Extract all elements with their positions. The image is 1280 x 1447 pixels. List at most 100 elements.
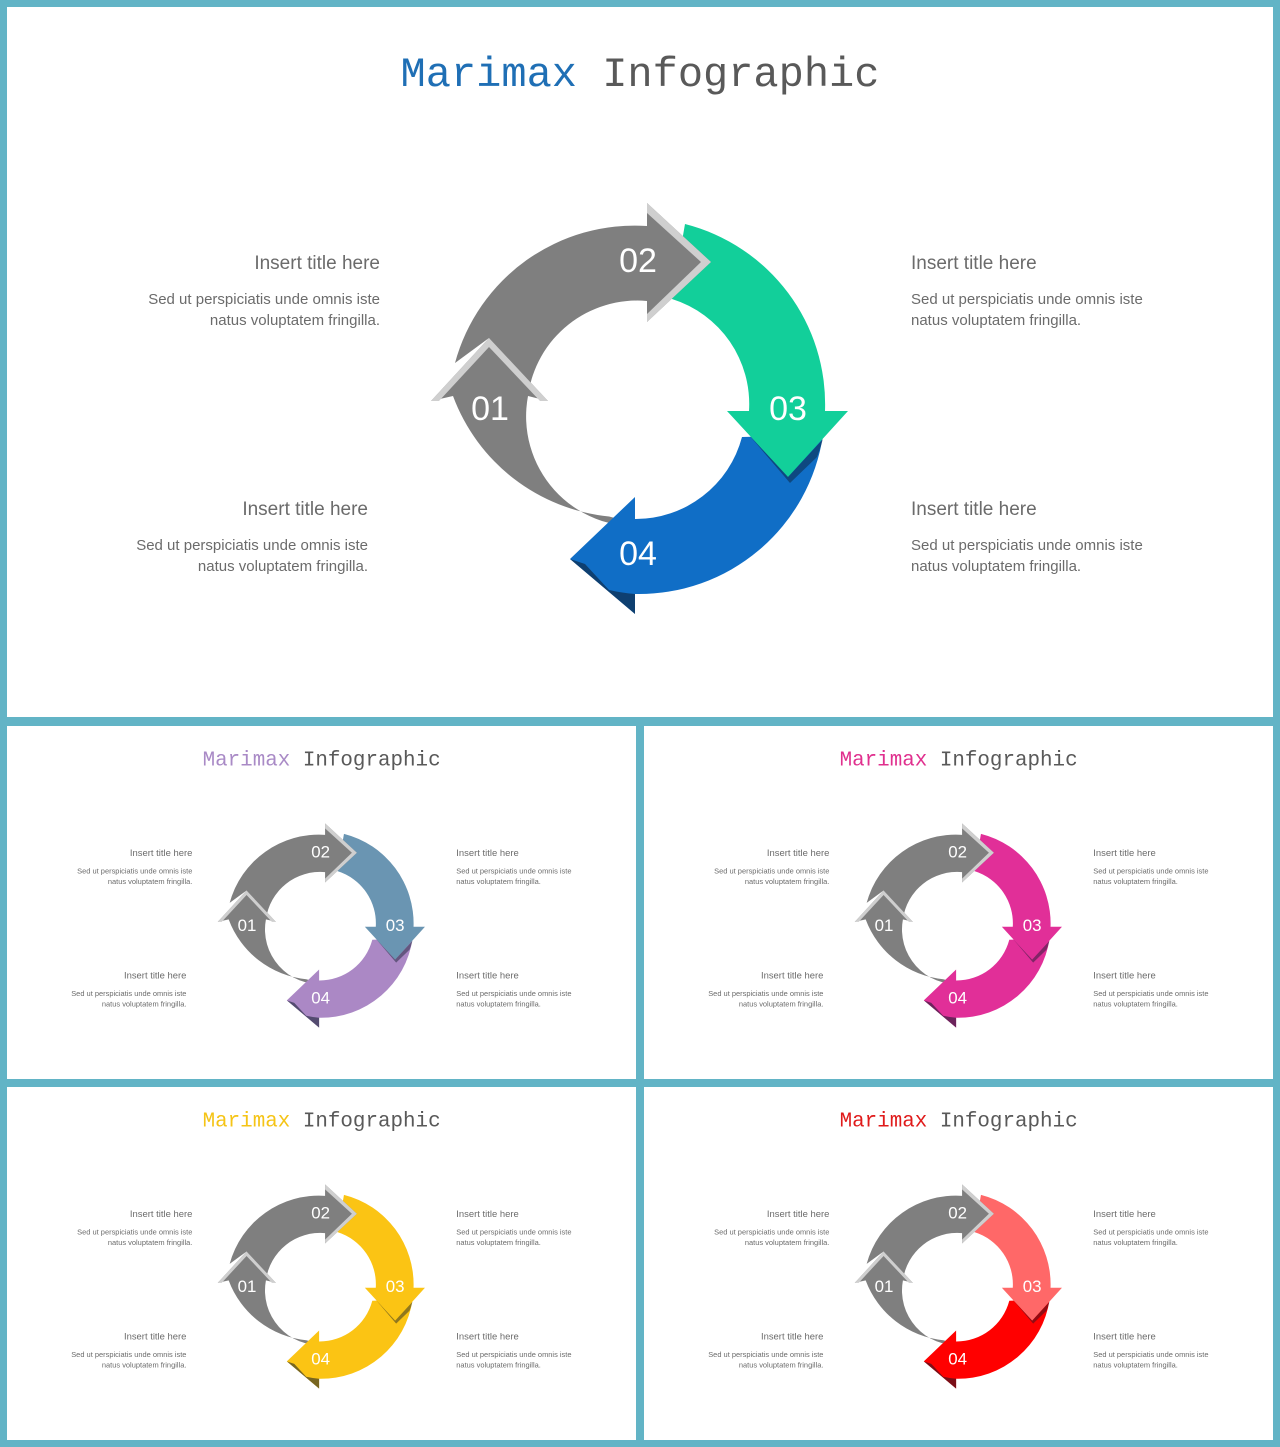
step-label-01: 01	[875, 1277, 894, 1296]
cycle-arrow-02-highlight	[325, 823, 357, 883]
cycle-arrow-01	[217, 890, 325, 985]
block-desc-line-2: natus voluptatem fringilla.	[197, 558, 368, 575]
cycle-arrow-02-highlight	[962, 823, 994, 883]
cycle-arrow-03-shadow	[1012, 1299, 1050, 1324]
block-title: Insert title here	[766, 848, 830, 859]
block-desc-line-2: natus voluptatem fringilla.	[101, 999, 187, 1009]
block-title: Insert title here	[456, 848, 519, 859]
text-block-bottom-left: Insert title here Sed ut perspiciatis un…	[68, 499, 368, 577]
step-label-02: 02	[619, 242, 657, 280]
block-title: Insert title here	[766, 1209, 830, 1220]
block-desc-line-1: Sed ut perspiciatis unde omnis iste	[708, 989, 824, 998]
text-block-bottom-right: Insert title here Sed ut perspiciatis un…	[456, 1332, 605, 1371]
step-label-02: 02	[948, 843, 967, 862]
text-block-bottom-left: Insert title here Sed ut perspiciatis un…	[674, 1332, 823, 1371]
slide-teal-blue: Marimax Infographic Insert title here Se…	[7, 7, 1273, 717]
slide-red: Marimax Infographic Insert title here Se…	[644, 1087, 1273, 1440]
step-label-04: 04	[619, 535, 657, 573]
block-desc-line-1: Sed ut perspiciatis unde omnis iste	[148, 291, 380, 308]
block-desc-line-2: natus voluptatem fringilla.	[1093, 877, 1178, 887]
block-title: Insert title here	[456, 1209, 519, 1220]
block-title: Insert title here	[911, 499, 1037, 520]
text-block-top-left: Insert title here Sed ut perspiciatis un…	[680, 1209, 829, 1248]
block-desc-line-1: Sed ut perspiciatis unde omnis iste	[456, 1228, 572, 1237]
step-label-04: 04	[948, 988, 967, 1007]
text-block-bottom-right: Insert title here Sed ut perspiciatis un…	[911, 499, 1211, 577]
step-label-03: 03	[386, 916, 405, 935]
cycle-arrow-03	[337, 1194, 425, 1321]
cycle-diagram: 01 02 03 04	[217, 1184, 425, 1389]
block-desc-line-1: Sed ut perspiciatis unde omnis iste	[71, 989, 187, 998]
cycle-arrow-03-shadow	[375, 938, 413, 963]
step-label-04: 04	[311, 1349, 330, 1368]
block-desc-line-2: natus voluptatem fringilla.	[1093, 1360, 1178, 1370]
title-accent-word: Marimax	[400, 51, 577, 99]
block-desc-line-1: Sed ut perspiciatis unde omnis iste	[77, 867, 193, 876]
text-block-top-right: Insert title here Sed ut perspiciatis un…	[456, 1209, 605, 1248]
block-desc-line-2: natus voluptatem fringilla.	[738, 1360, 824, 1370]
block-title: Insert title here	[129, 848, 193, 859]
title-rest-word: Infographic	[939, 747, 1078, 772]
title-rest-word: Infographic	[602, 51, 880, 99]
slide-purple: Marimax Infographic Insert title here Se…	[7, 726, 636, 1079]
cycle-arrow-01	[854, 890, 962, 985]
text-block-top-right: Insert title here Sed ut perspiciatis un…	[911, 253, 1211, 331]
block-desc-line-2: natus voluptatem fringilla.	[738, 999, 824, 1009]
step-label-01: 01	[471, 390, 509, 428]
block-desc-line-2: natus voluptatem fringilla.	[911, 558, 1082, 575]
cycle-arrow-01-highlight	[854, 1251, 913, 1283]
block-title: Insert title here	[911, 253, 1037, 274]
text-block-bottom-right: Insert title here Sed ut perspiciatis un…	[1093, 971, 1242, 1010]
step-label-02: 02	[311, 1204, 330, 1223]
block-desc-line-1: Sed ut perspiciatis unde omnis iste	[1093, 1350, 1209, 1359]
block-title: Insert title here	[1093, 1331, 1156, 1342]
slide-title: Marimax Infographic	[7, 748, 636, 772]
title-accent-word: Marimax	[839, 1108, 928, 1133]
cycle-diagram: 01 02 03 04	[854, 823, 1062, 1028]
step-label-02: 02	[948, 1204, 967, 1223]
block-desc-line-2: natus voluptatem fringilla.	[101, 1360, 187, 1370]
cycle-arrow-03	[672, 224, 848, 477]
block-desc-line-1: Sed ut perspiciatis unde omnis iste	[136, 537, 368, 554]
slide-yellow: Marimax Infographic Insert title here Se…	[7, 1087, 636, 1440]
step-label-03: 03	[1023, 916, 1042, 935]
cycle-diagram: 01 02 03 04	[217, 823, 425, 1028]
block-desc-line-1: Sed ut perspiciatis unde omnis iste	[714, 867, 830, 876]
slide-title: Marimax Infographic	[7, 51, 1273, 99]
block-desc-line-2: natus voluptatem fringilla.	[456, 877, 541, 887]
cycle-diagram: 01 02 03 04	[854, 1184, 1062, 1389]
block-desc-line-2: natus voluptatem fringilla.	[1093, 999, 1178, 1009]
cycle-arrow-03	[974, 833, 1062, 960]
step-label-03: 03	[1023, 1277, 1042, 1296]
cycle-arrow-02	[866, 823, 994, 920]
title-rest-word: Infographic	[939, 1108, 1078, 1133]
cycle-arrow-02	[866, 1184, 994, 1281]
cycle-arrow-04	[923, 938, 1050, 1028]
block-title: Insert title here	[129, 1209, 193, 1220]
step-label-03: 03	[769, 390, 807, 428]
block-title: Insert title here	[760, 1331, 824, 1342]
block-desc-line-1: Sed ut perspiciatis unde omnis iste	[71, 1350, 187, 1359]
cycle-arrow-03-shadow	[749, 435, 823, 483]
block-title: Insert title here	[1093, 1209, 1156, 1220]
block-desc-line-1: Sed ut perspiciatis unde omnis iste	[456, 867, 572, 876]
title-accent-word: Marimax	[839, 747, 928, 772]
step-label-03: 03	[386, 1277, 405, 1296]
block-title: Insert title here	[254, 253, 380, 274]
cycle-arrow-04	[286, 1299, 413, 1389]
block-title: Insert title here	[760, 970, 824, 981]
block-desc-line-2: natus voluptatem fringilla.	[744, 1238, 830, 1248]
slide-title: Marimax Infographic	[7, 1109, 636, 1133]
block-desc-line-1: Sed ut perspiciatis unde omnis iste	[456, 1350, 572, 1359]
cycle-arrow-01	[431, 338, 645, 527]
block-title: Insert title here	[242, 499, 368, 520]
block-desc-line-1: Sed ut perspiciatis unde omnis iste	[1093, 867, 1209, 876]
title-accent-word: Marimax	[202, 1108, 291, 1133]
cycle-arrow-03-shadow	[375, 1299, 413, 1324]
cycle-arrow-04	[570, 435, 823, 614]
block-title: Insert title here	[456, 970, 519, 981]
cycle-arrow-02	[229, 1184, 357, 1281]
step-label-01: 01	[875, 916, 894, 935]
block-desc-line-1: Sed ut perspiciatis unde omnis iste	[1093, 1228, 1209, 1237]
text-block-top-left: Insert title here Sed ut perspiciatis un…	[43, 848, 192, 887]
